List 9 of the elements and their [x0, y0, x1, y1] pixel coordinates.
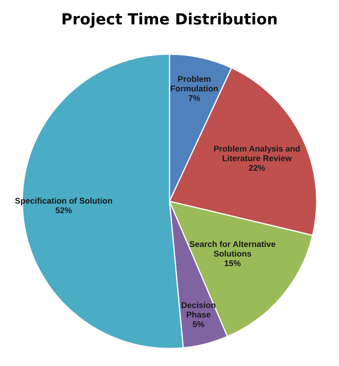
data-label: 22%	[248, 164, 266, 171]
data-label: 52%	[56, 207, 72, 214]
slice-label: Problem Formulation	[170, 76, 218, 92]
slice-label: Search for Alternative Solutions	[190, 240, 276, 257]
chart-title: Project Time Distribution	[62, 12, 277, 28]
data-label: 5%	[192, 321, 204, 328]
data-label: 15%	[224, 260, 241, 266]
data-label: 7%	[188, 95, 200, 102]
slice-label: Problem Analysis and Literature Review	[214, 146, 300, 162]
